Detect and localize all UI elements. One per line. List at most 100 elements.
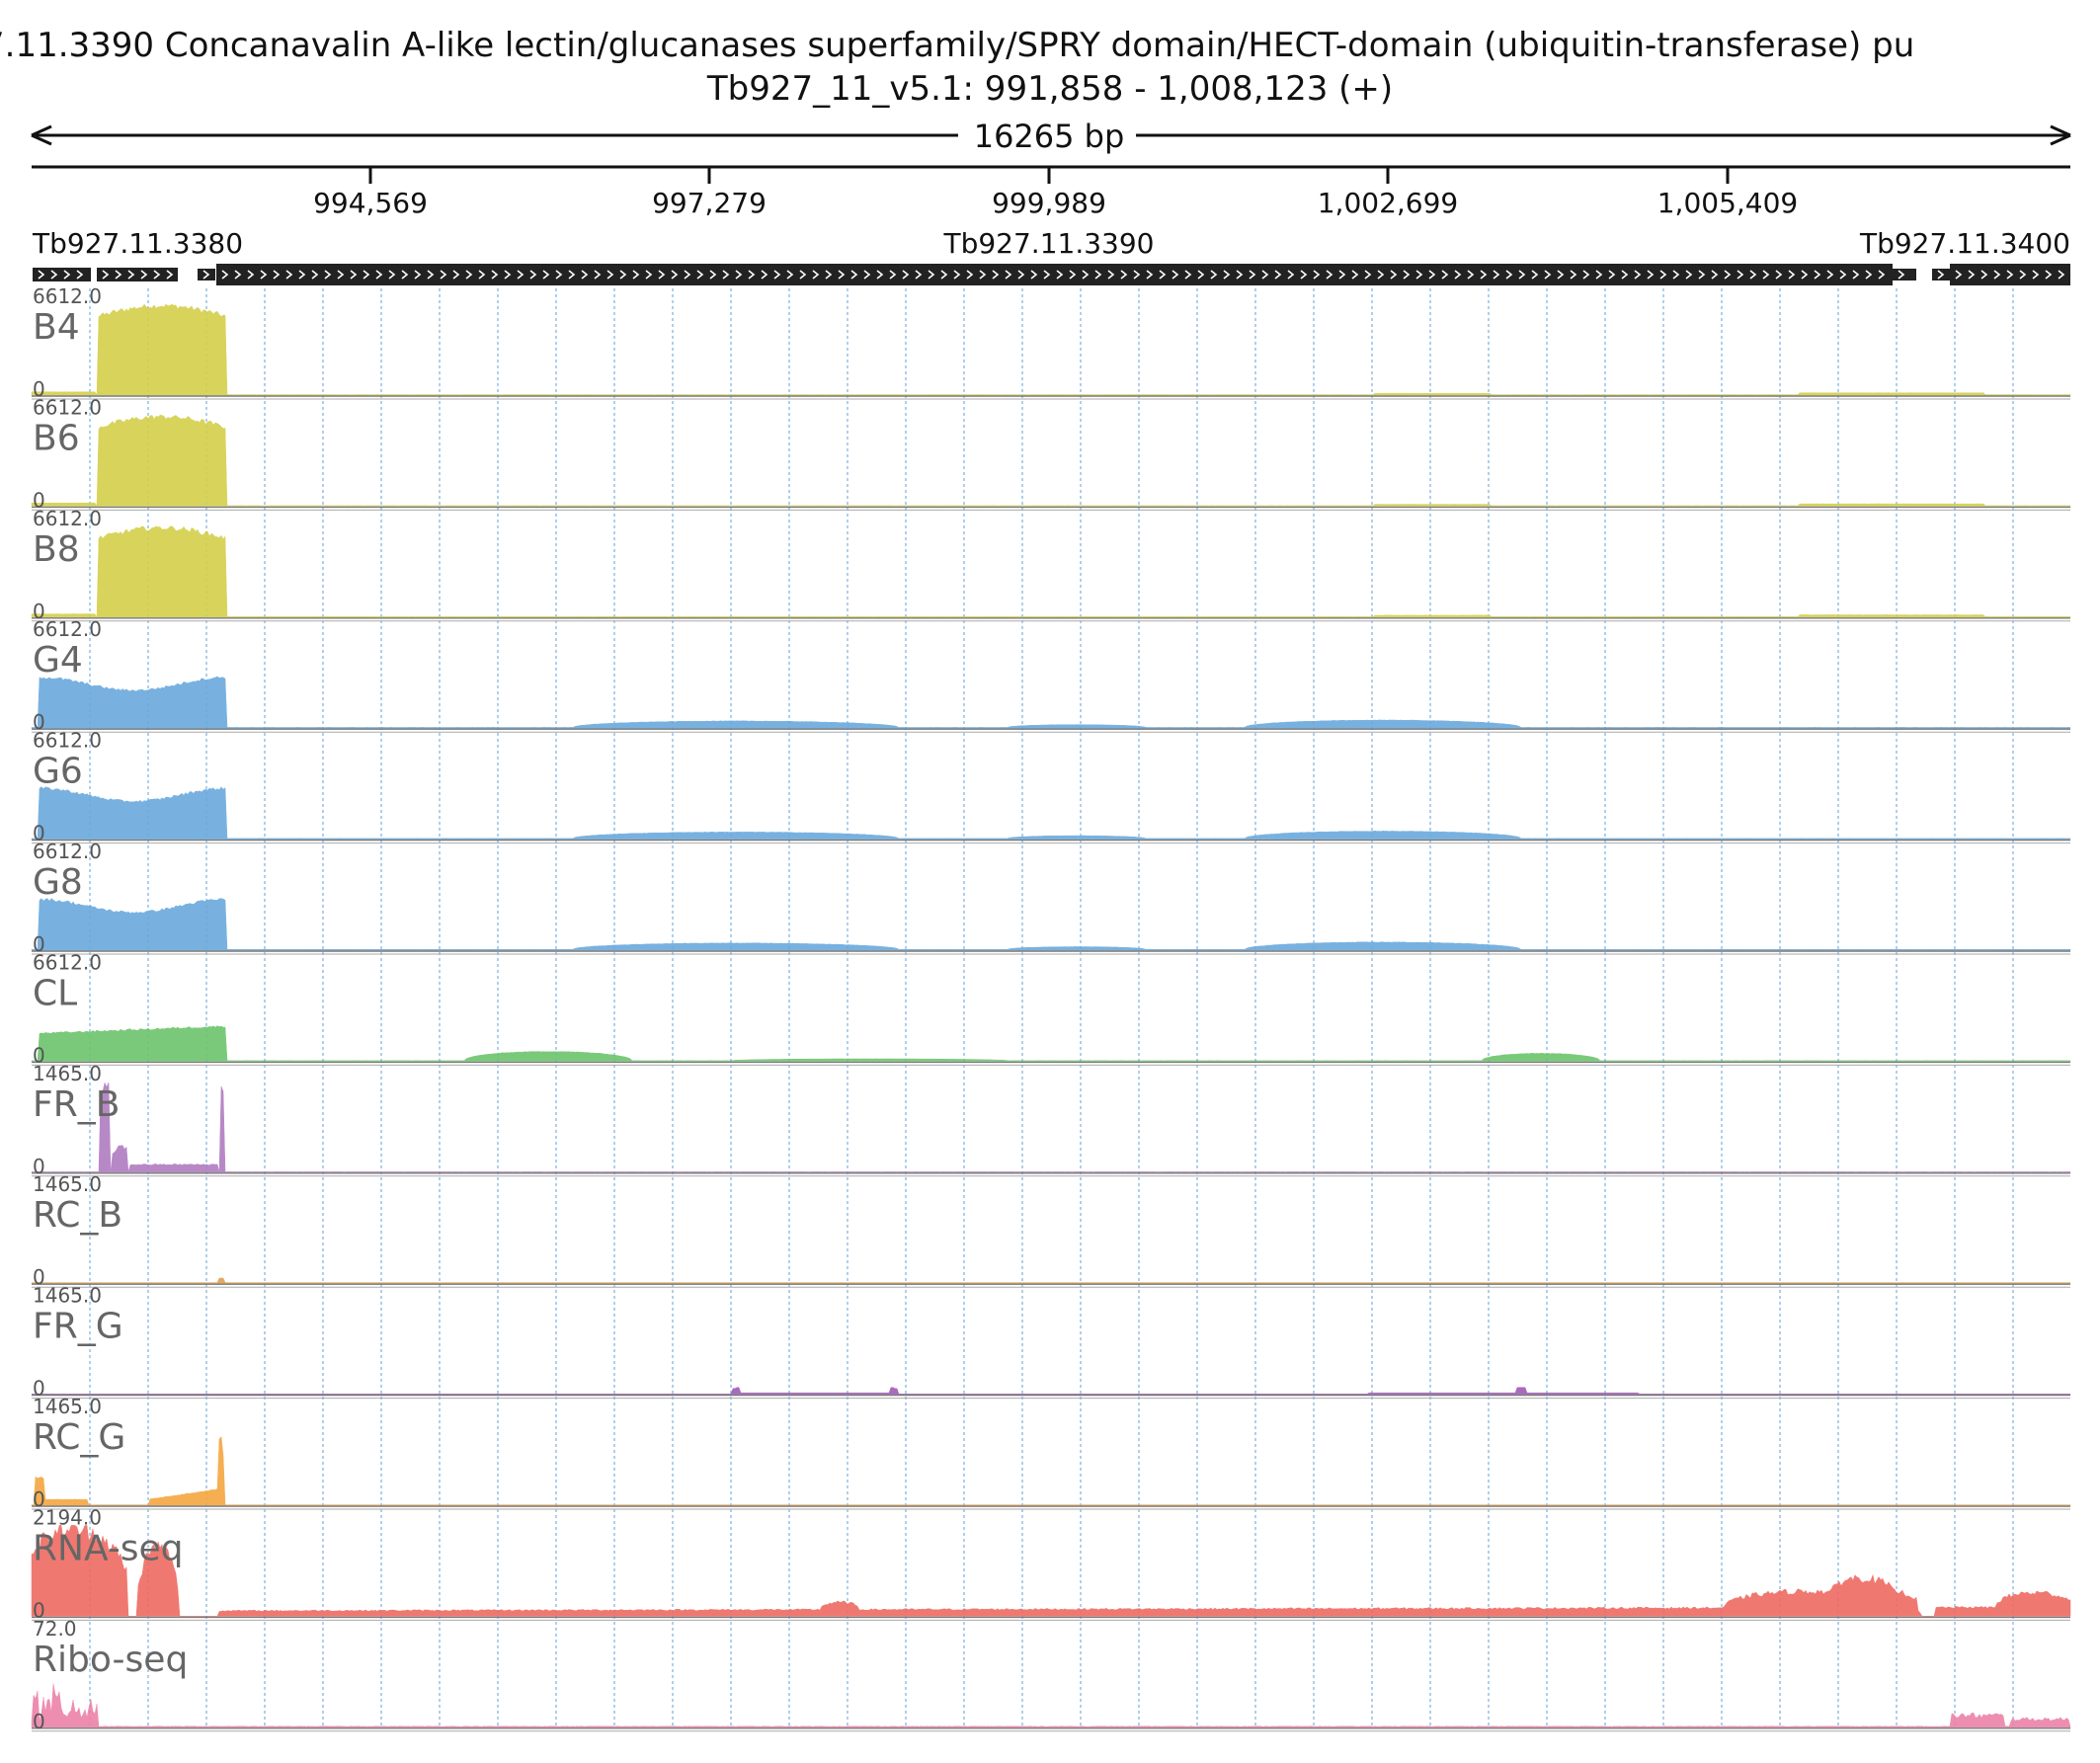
strand-arrow: [1159, 270, 1167, 280]
strand-arrow: [786, 270, 794, 280]
strand-arrow: [529, 270, 537, 280]
track-max-label: 6612.0: [33, 840, 102, 863]
gene-3390-cds[interactable]: [216, 264, 1893, 285]
coverage-area: [31, 1277, 2071, 1284]
track-name: RC_B: [33, 1195, 122, 1236]
strand-arrow: [1005, 270, 1012, 280]
track-b8[interactable]: [31, 525, 2071, 622]
ruler-tick-label: 1,002,699: [1318, 187, 1459, 219]
strand-arrow: [363, 270, 370, 280]
arrow-right-icon: [2050, 124, 2071, 146]
track-rna-seq[interactable]: [31, 1525, 2071, 1621]
strand-arrow: [311, 270, 319, 280]
strand-arrow: [966, 270, 974, 280]
strand-arrow: [247, 270, 255, 280]
strand-arrow: [1094, 270, 1102, 280]
track-name: RNA-seq: [33, 1528, 184, 1568]
strand-arrow: [1197, 270, 1205, 280]
strand-arrow: [542, 270, 550, 280]
track-g6[interactable]: [31, 786, 2071, 844]
coverage-area: [31, 1082, 2071, 1173]
track-cl[interactable]: [31, 1025, 2071, 1066]
track-fr-g[interactable]: [31, 1387, 2071, 1400]
track-b4[interactable]: [31, 303, 2071, 400]
strand-arrow: [1980, 270, 1988, 280]
track-name: Ribo-seq: [33, 1640, 188, 1680]
strand-arrow: [953, 270, 961, 280]
track-name: RC_G: [33, 1417, 125, 1458]
strand-arrow: [1030, 270, 1038, 280]
strand-arrow: [1685, 270, 1693, 280]
strand-arrow: [1557, 270, 1565, 280]
strand-arrow: [1107, 270, 1115, 280]
coverage-area: [31, 676, 2071, 729]
track-min-label: 0: [33, 1043, 45, 1067]
gene-3380-exon-b[interactable]: [97, 268, 178, 281]
strand-arrow: [1865, 270, 1873, 280]
strand-arrow: [50, 270, 58, 280]
track-max-label: 1465.0: [33, 1062, 102, 1085]
track-max-label: 6612.0: [33, 950, 102, 974]
track-rc-b[interactable]: [31, 1277, 2071, 1288]
track-g8[interactable]: [31, 898, 2071, 955]
strand-arrow: [1390, 270, 1398, 280]
strand-arrow: [1634, 270, 1642, 280]
strand-arrow: [517, 270, 525, 280]
ruler-tick-label: 999,989: [992, 187, 1106, 219]
coverage-area: [31, 303, 2071, 396]
strand-arrows: [38, 270, 84, 280]
strand-arrow: [555, 270, 563, 280]
strand-arrow: [102, 270, 110, 280]
track-rc-g[interactable]: [31, 1436, 2071, 1510]
strand-arrow: [1415, 270, 1423, 280]
gene-3380-exon-a[interactable]: [33, 268, 91, 281]
gene-3400-cds[interactable]: [1950, 264, 2070, 285]
track-g4[interactable]: [31, 676, 2071, 733]
track-name: CL: [33, 973, 77, 1013]
ruler-tick-label: 1,005,409: [1657, 187, 1799, 219]
strand-arrow: [1698, 270, 1706, 280]
strand-arrows: [1898, 270, 1905, 280]
coverage-area: [31, 1025, 2071, 1062]
gene-3390-utr-left[interactable]: [198, 269, 215, 280]
strand-arrow: [1210, 270, 1218, 280]
strand-arrow: [2006, 270, 2014, 280]
coverage-area: [31, 1436, 2071, 1506]
track-min-label: 0: [33, 932, 45, 956]
strand-arrow: [1762, 270, 1770, 280]
strand-arrow: [1364, 270, 1372, 280]
gene-3400-utr[interactable]: [1932, 269, 1950, 280]
track-ribo-seq[interactable]: [31, 1683, 2071, 1732]
gene-label: Tb927.11.3380: [32, 227, 243, 260]
strand-arrow: [166, 270, 174, 280]
track-min-label: 0: [33, 600, 45, 623]
strand-arrow: [1056, 270, 1064, 280]
strand-arrow: [594, 270, 602, 280]
track-fr-b[interactable]: [31, 1082, 2071, 1177]
ruler-tick-label: 994,569: [313, 187, 428, 219]
strand-arrow: [285, 270, 293, 280]
track-b6[interactable]: [31, 415, 2071, 511]
strand-arrow: [1377, 270, 1385, 280]
track-max-label: 6612.0: [33, 617, 102, 641]
strand-arrow: [298, 270, 306, 280]
track-min-label: 0: [33, 377, 45, 401]
track-min-label: 0: [33, 1598, 45, 1622]
gene-label: Tb927.11.3400: [1859, 227, 2070, 260]
strand-arrow: [645, 270, 653, 280]
strand-arrow: [1480, 270, 1488, 280]
strand-arrow: [1287, 270, 1295, 280]
track-max-label: 6612.0: [33, 729, 102, 753]
strand-arrow: [1711, 270, 1719, 280]
strand-arrow: [1968, 270, 1976, 280]
strand-arrow: [940, 270, 948, 280]
strand-arrow: [1582, 270, 1590, 280]
strand-arrow: [1801, 270, 1809, 280]
strand-arrow: [1659, 270, 1667, 280]
region-coordinates: Tb927_11_v5.1: 991,858 - 1,008,123 (+): [706, 69, 1394, 109]
strand-arrow: [581, 270, 589, 280]
strand-arrow: [1082, 270, 1090, 280]
strand-arrow: [1672, 270, 1680, 280]
strand-arrow: [902, 270, 910, 280]
strand-arrow: [1326, 270, 1333, 280]
